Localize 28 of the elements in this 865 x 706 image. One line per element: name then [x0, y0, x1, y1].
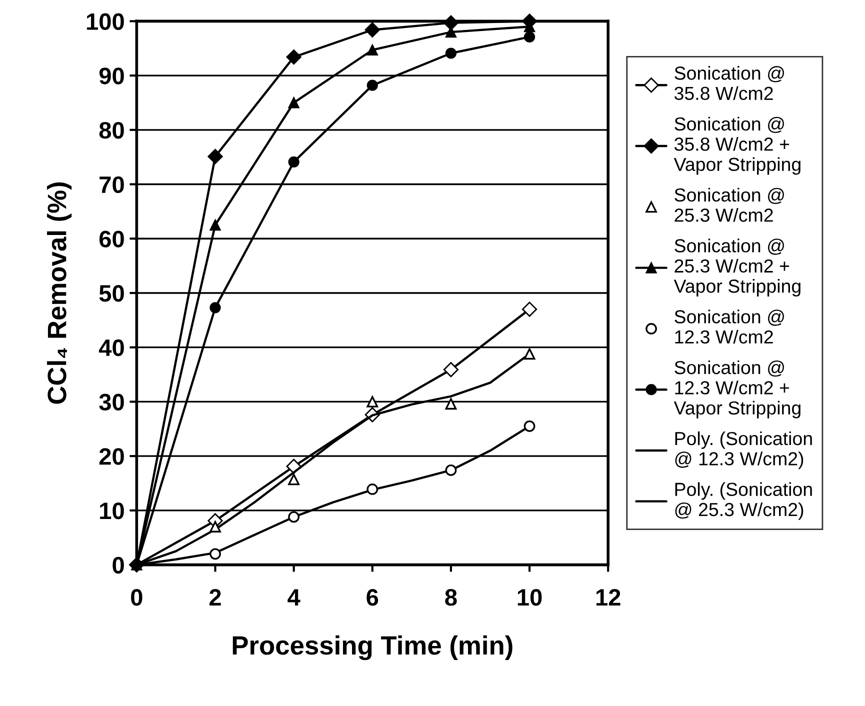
- x-tick-label: 0: [131, 589, 142, 606]
- y-tick-label: 10: [100, 502, 124, 520]
- y-tick-label: 80: [99, 122, 124, 139]
- legend-label: Sonication @ 35.8 W/cm2 + Vapor Stripping: [674, 116, 800, 175]
- x-axis-title: Processing Time (min): [232, 635, 512, 660]
- legend-label: Sonication @ 12.3 W/cm2: [674, 310, 784, 344]
- y-tick-label: 40: [98, 339, 124, 356]
- legend-label: Poly. (Sonication @ 25.3 W/cm2): [675, 482, 812, 520]
- x-tick-label: 10: [518, 589, 542, 606]
- x-tick-label: 6: [366, 589, 378, 606]
- x-tick-label: 8: [445, 589, 457, 606]
- legend-label: Sonication @ 25.3 W/cm2: [674, 188, 784, 222]
- legend-label: Sonication @ 35.8 W/cm2: [674, 66, 784, 100]
- legend-label: Sonication @ 25.3 W/cm2 + Vapor Stripping: [674, 238, 800, 297]
- legend-label: Poly. (Sonication @ 12.3 W/cm2): [675, 431, 812, 470]
- y-tick-label: 60: [99, 230, 124, 248]
- y-tick-label: 50: [99, 285, 124, 302]
- x-tick-label: 12: [596, 589, 620, 606]
- y-axis-title: CCl₄ Removal (%): [46, 182, 72, 404]
- x-tick-label: 2: [209, 589, 221, 606]
- y-tick-label: 70: [100, 176, 124, 194]
- y-tick-label: 30: [99, 394, 124, 411]
- x-tick-label: 4: [288, 589, 300, 606]
- legend-label: Sonication @ 12.3 W/cm2 + Vapor Stripping: [674, 360, 800, 418]
- y-tick-label: 0: [112, 556, 124, 574]
- y-tick-label: 20: [99, 448, 124, 465]
- y-tick-label: 90: [99, 68, 124, 84]
- y-tick-label: 100: [86, 13, 124, 30]
